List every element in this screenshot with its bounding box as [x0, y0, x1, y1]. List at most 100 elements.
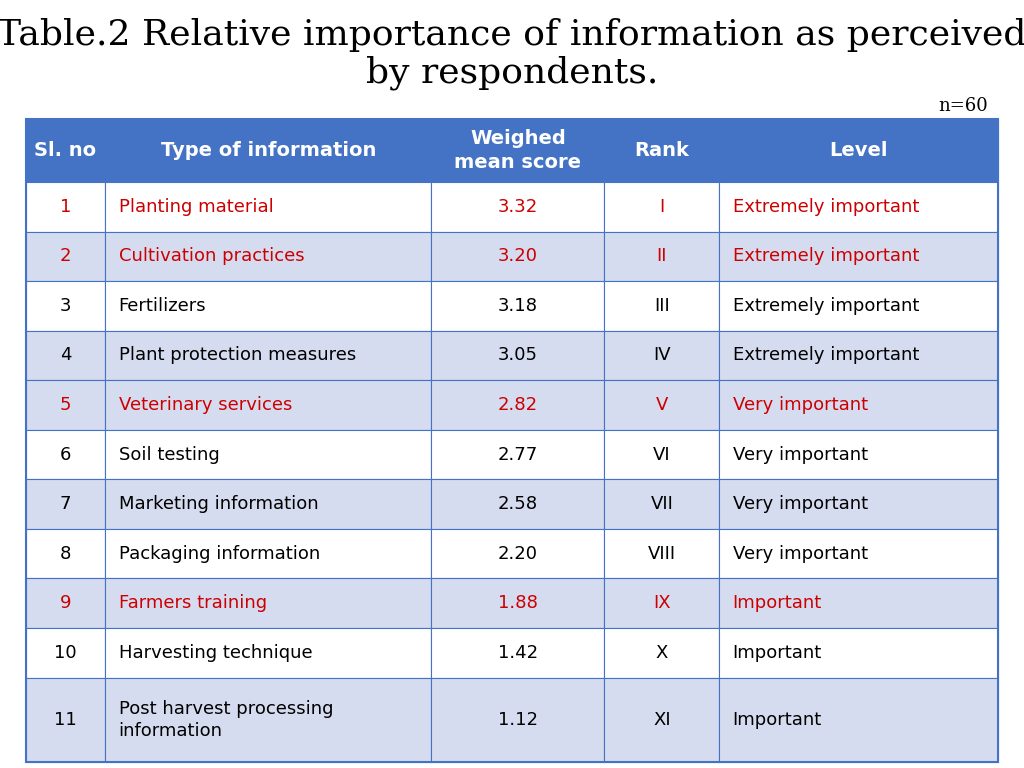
Text: Harvesting technique: Harvesting technique	[119, 644, 312, 662]
Text: 1.42: 1.42	[498, 644, 538, 662]
Bar	[604, 677, 719, 762]
Text: n=60: n=60	[938, 97, 988, 115]
Text: Post harvest processing
information: Post harvest processing information	[119, 700, 333, 740]
Bar	[719, 529, 998, 578]
Bar	[26, 119, 998, 762]
Text: Very important: Very important	[732, 545, 867, 563]
Bar	[719, 628, 998, 677]
Bar	[105, 529, 431, 578]
Bar	[105, 430, 431, 479]
Bar	[604, 380, 719, 430]
Text: IX: IX	[653, 594, 671, 612]
Bar	[604, 119, 719, 182]
Bar	[604, 281, 719, 331]
Bar	[26, 182, 105, 232]
Bar	[431, 182, 604, 232]
Text: Soil testing: Soil testing	[119, 445, 219, 464]
Text: Important: Important	[732, 594, 822, 612]
Bar	[431, 529, 604, 578]
Bar	[105, 331, 431, 380]
Bar	[26, 119, 105, 182]
Bar	[26, 628, 105, 677]
Bar	[105, 628, 431, 677]
Text: Fertilizers: Fertilizers	[119, 297, 206, 315]
Text: IV: IV	[653, 346, 671, 365]
Text: X: X	[655, 644, 668, 662]
Bar	[26, 430, 105, 479]
Text: 8: 8	[59, 545, 72, 563]
Bar	[105, 578, 431, 628]
Bar	[719, 182, 998, 232]
Bar	[26, 331, 105, 380]
Text: 7: 7	[59, 495, 72, 513]
Text: II: II	[656, 247, 667, 266]
Text: Very important: Very important	[732, 396, 867, 414]
Bar	[431, 479, 604, 529]
Bar	[719, 119, 998, 182]
Text: 2: 2	[59, 247, 72, 266]
Bar	[26, 677, 105, 762]
Bar	[431, 628, 604, 677]
Text: 6: 6	[59, 445, 72, 464]
Bar	[431, 119, 604, 182]
Text: 1.12: 1.12	[498, 710, 538, 729]
Text: Type of information: Type of information	[161, 141, 376, 160]
Text: V: V	[655, 396, 668, 414]
Text: Marketing information: Marketing information	[119, 495, 318, 513]
Bar	[105, 677, 431, 762]
Bar	[604, 628, 719, 677]
Bar	[431, 281, 604, 331]
Bar	[105, 182, 431, 232]
Text: 2.82: 2.82	[498, 396, 538, 414]
Text: 5: 5	[59, 396, 72, 414]
Bar	[719, 380, 998, 430]
Text: Farmers training: Farmers training	[119, 594, 267, 612]
Text: 3: 3	[59, 297, 72, 315]
Bar	[719, 479, 998, 529]
Bar	[431, 677, 604, 762]
Text: Important: Important	[732, 710, 822, 729]
Text: 4: 4	[59, 346, 72, 365]
Text: VII: VII	[650, 495, 673, 513]
Text: 1.88: 1.88	[498, 594, 538, 612]
Text: 3.18: 3.18	[498, 297, 538, 315]
Text: Extremely important: Extremely important	[732, 198, 919, 216]
Bar	[431, 380, 604, 430]
Text: Plant protection measures: Plant protection measures	[119, 346, 356, 365]
Bar	[26, 529, 105, 578]
Text: Table.2 Relative importance of information as perceived: Table.2 Relative importance of informati…	[0, 18, 1024, 51]
Bar	[431, 578, 604, 628]
Text: 2.77: 2.77	[498, 445, 538, 464]
Text: Sl. no: Sl. no	[35, 141, 96, 160]
Text: Extremely important: Extremely important	[732, 247, 919, 266]
Bar	[26, 479, 105, 529]
Text: Cultivation practices: Cultivation practices	[119, 247, 304, 266]
Text: XI: XI	[653, 710, 671, 729]
Bar	[719, 232, 998, 281]
Text: Rank: Rank	[635, 141, 689, 160]
Text: Weighed
mean score: Weighed mean score	[455, 129, 582, 172]
Text: by respondents.: by respondents.	[366, 56, 658, 90]
Bar	[719, 677, 998, 762]
Text: 2.20: 2.20	[498, 545, 538, 563]
Bar	[26, 578, 105, 628]
Text: 1: 1	[59, 198, 72, 216]
Bar	[26, 380, 105, 430]
Text: Extremely important: Extremely important	[732, 346, 919, 365]
Text: 3.05: 3.05	[498, 346, 538, 365]
Text: Level: Level	[829, 141, 888, 160]
Text: 9: 9	[59, 594, 72, 612]
Text: VI: VI	[653, 445, 671, 464]
Text: 3.32: 3.32	[498, 198, 538, 216]
Bar	[105, 479, 431, 529]
Bar	[604, 232, 719, 281]
Text: Veterinary services: Veterinary services	[119, 396, 292, 414]
Bar	[105, 281, 431, 331]
Bar	[604, 529, 719, 578]
Text: Very important: Very important	[732, 445, 867, 464]
Text: 11: 11	[54, 710, 77, 729]
Bar	[26, 232, 105, 281]
Text: Important: Important	[732, 644, 822, 662]
Text: 10: 10	[54, 644, 77, 662]
Bar	[105, 119, 431, 182]
